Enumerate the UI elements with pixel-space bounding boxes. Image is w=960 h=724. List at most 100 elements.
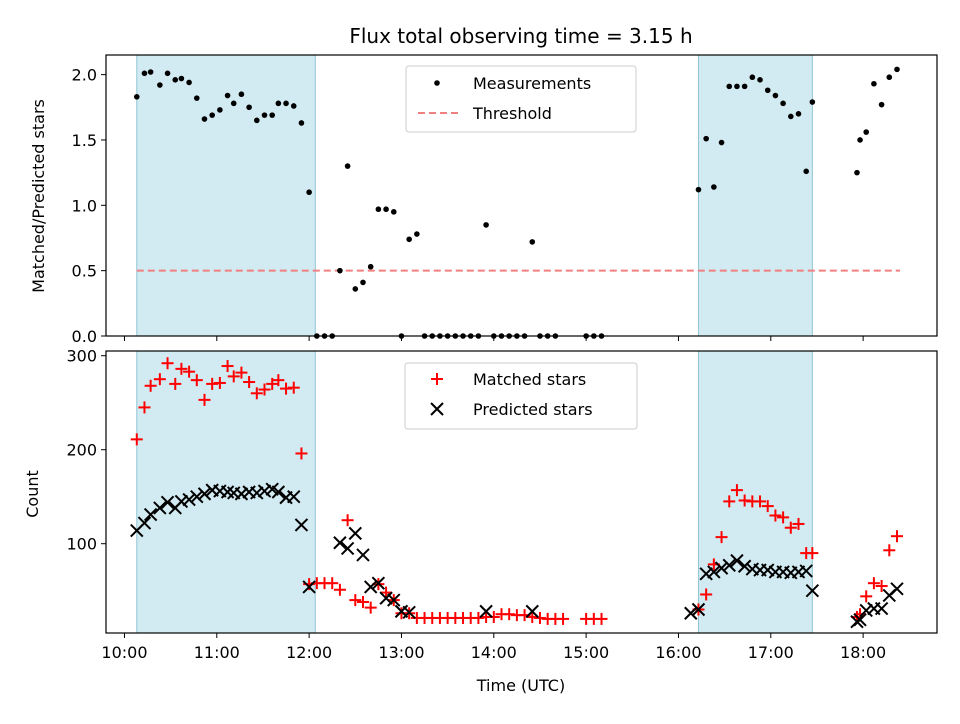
- measurement-point-1: [141, 70, 148, 77]
- bottom-legend: Matched stars Predicted stars: [404, 362, 638, 430]
- matched-point-31: [364, 601, 377, 614]
- predicted-point-30: [379, 591, 393, 605]
- predicted-point-4: [160, 495, 175, 510]
- measurement-point-4: [164, 70, 171, 77]
- measurement-point-7: [186, 79, 192, 86]
- matched-point-70: [769, 509, 782, 522]
- predicted-point-40: [714, 561, 729, 575]
- top-axes-frame: [105, 54, 938, 337]
- legend-predicted-label: Predicted stars: [473, 400, 593, 419]
- top-legend: Measurements Threshold: [405, 65, 637, 133]
- bot-ytick-label-2: 300: [66, 347, 97, 366]
- measurement-point-52: [529, 239, 536, 245]
- matched-point-69: [761, 500, 774, 513]
- measurement-point-65: [741, 83, 748, 90]
- predicted-point-9: [197, 487, 212, 501]
- legend-matched-marker: [431, 373, 443, 385]
- measurement-point-30: [360, 279, 366, 286]
- xtick-label-2: 12:00: [286, 643, 332, 662]
- matched-point-7: [183, 365, 196, 378]
- predicted-point-8: [190, 489, 204, 504]
- matched-point-3: [153, 373, 166, 386]
- measurement-point-3: [157, 82, 163, 88]
- measurement-point-76: [857, 137, 863, 143]
- predicted-point-6: [174, 494, 189, 509]
- matched-point-68: [754, 495, 767, 508]
- xtick-label-1: 11:00: [194, 643, 240, 662]
- matched-point-22: [295, 447, 308, 460]
- matched-point-78: [860, 590, 873, 603]
- measurement-point-20: [283, 100, 289, 107]
- matched-point-13: [227, 370, 240, 383]
- xtick-label-6: 16:00: [655, 643, 701, 662]
- matched-point-33: [380, 586, 393, 599]
- matched-point-80: [875, 580, 888, 592]
- matched-point-71: [777, 511, 790, 524]
- matched-point-2: [144, 379, 157, 392]
- measurement-point-66: [749, 74, 756, 81]
- measurement-point-15: [246, 104, 252, 111]
- predicted-point-25: [340, 541, 355, 556]
- matched-point-14: [235, 366, 248, 379]
- matched-point-15: [243, 376, 256, 389]
- matched-point-12: [221, 360, 234, 373]
- measurement-point-32: [375, 206, 382, 213]
- xtick-label-7: 17:00: [748, 643, 794, 662]
- xtick-label-4: 14:00: [471, 643, 517, 662]
- predicted-point-26: [348, 526, 363, 541]
- matched-point-17: [258, 383, 271, 396]
- bot-ytick-label-1: 200: [66, 441, 97, 460]
- top-ytick-label-4: 2.0: [72, 66, 97, 85]
- x-axis-label: Time (UTC): [476, 676, 565, 695]
- predicted-point-16: [250, 486, 264, 500]
- chart-title: Flux total observing time = 3.15 h: [349, 24, 692, 48]
- measurement-point-63: [726, 83, 733, 90]
- predicted-point-39: [707, 565, 721, 579]
- legend-predicted-marker: [430, 402, 444, 416]
- top-ytick-label-2: 1.0: [72, 196, 97, 215]
- predicted-point-28: [363, 580, 378, 594]
- matched-point-11: [213, 376, 226, 389]
- measurement-point-79: [878, 101, 885, 108]
- predicted-point-51: [799, 564, 813, 578]
- measurement-point-28: [344, 163, 351, 169]
- matched-point-61: [700, 588, 713, 601]
- predicted-point-22: [294, 518, 309, 532]
- predicted-point-3: [153, 501, 167, 515]
- matched-point-27: [333, 583, 346, 596]
- measurement-point-73: [803, 168, 809, 175]
- xtick-label-3: 13:00: [378, 643, 424, 662]
- measurement-point-21: [290, 103, 297, 109]
- predicted-point-52: [805, 583, 820, 598]
- measurement-point-19: [275, 100, 282, 107]
- top-ytick-label-0: 0.0: [72, 327, 97, 346]
- measurement-point-13: [230, 100, 237, 107]
- matched-point-0: [130, 433, 143, 446]
- predicted-point-59: [890, 582, 904, 596]
- matched-point-1: [138, 401, 151, 414]
- measurement-point-9: [201, 116, 208, 122]
- predicted-point-54: [853, 613, 867, 627]
- matched-point-19: [272, 374, 285, 387]
- predicted-point-36: [684, 606, 698, 620]
- measurement-point-12: [224, 92, 231, 99]
- measurement-point-14: [238, 91, 245, 98]
- measurement-point-36: [406, 236, 412, 243]
- bot-shaded-interval-1: [697, 350, 813, 634]
- matched-point-79: [867, 577, 880, 590]
- legend-measurements-marker: [434, 80, 440, 86]
- top-shaded-interval-1: [697, 54, 813, 337]
- measurement-point-77: [863, 129, 870, 135]
- measurement-point-6: [178, 75, 185, 82]
- matched-point-63: [715, 531, 728, 544]
- measurement-point-68: [764, 87, 771, 94]
- top-ytick-label-3: 1.5: [72, 131, 97, 150]
- matched-point-21: [287, 381, 300, 394]
- measurement-point-74: [809, 99, 816, 105]
- measurement-point-33: [383, 206, 389, 213]
- predicted-point-19: [271, 485, 286, 499]
- xtick-label-0: 10:00: [101, 643, 147, 662]
- predicted-point-27: [356, 548, 370, 562]
- bottom-y-axis-label: Count: [23, 470, 42, 518]
